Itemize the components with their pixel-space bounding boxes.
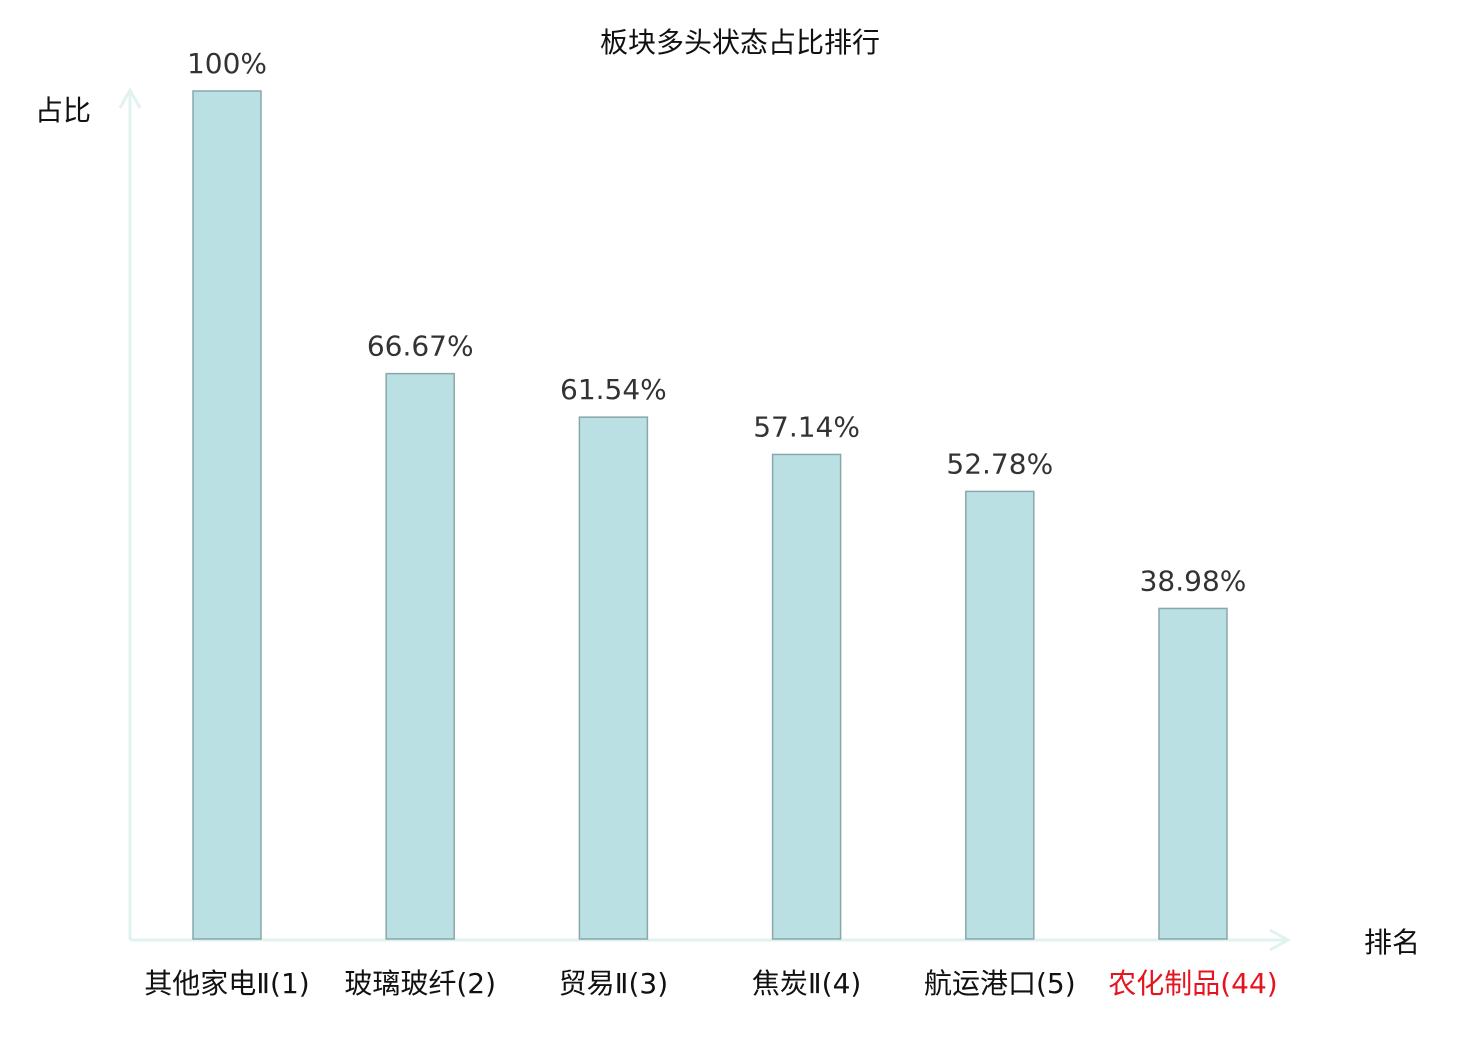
bar <box>1158 607 1228 940</box>
bar <box>965 490 1035 940</box>
data-label: 38.98% <box>1140 564 1247 597</box>
data-label: 61.54% <box>560 373 667 406</box>
x-tick-label: 焦炭Ⅱ(4) <box>752 967 861 1000</box>
bar <box>385 372 455 940</box>
x-tick-label: 航运港口(5) <box>924 967 1076 1000</box>
x-axis-label: 排名 <box>1364 926 1420 959</box>
chart-title: 板块多头状态占比排行 <box>600 26 880 59</box>
bar <box>192 90 262 940</box>
data-label: 100% <box>187 47 267 80</box>
y-axis-label: 占比 <box>35 94 91 127</box>
data-label: 66.67% <box>367 330 474 363</box>
x-tick-label: 玻璃玻纤(2) <box>344 967 496 1000</box>
data-label: 57.14% <box>753 410 860 443</box>
x-tick-label: 农化制品(44) <box>1108 967 1277 1000</box>
bar <box>771 453 842 940</box>
x-tick-label: 其他家电Ⅱ(1) <box>144 967 309 1000</box>
x-tick-label: 贸易Ⅱ(3) <box>559 967 668 1000</box>
data-label: 52.78% <box>946 447 1053 480</box>
x-axis <box>130 928 1292 952</box>
y-axis <box>118 86 142 940</box>
bar <box>578 416 649 940</box>
